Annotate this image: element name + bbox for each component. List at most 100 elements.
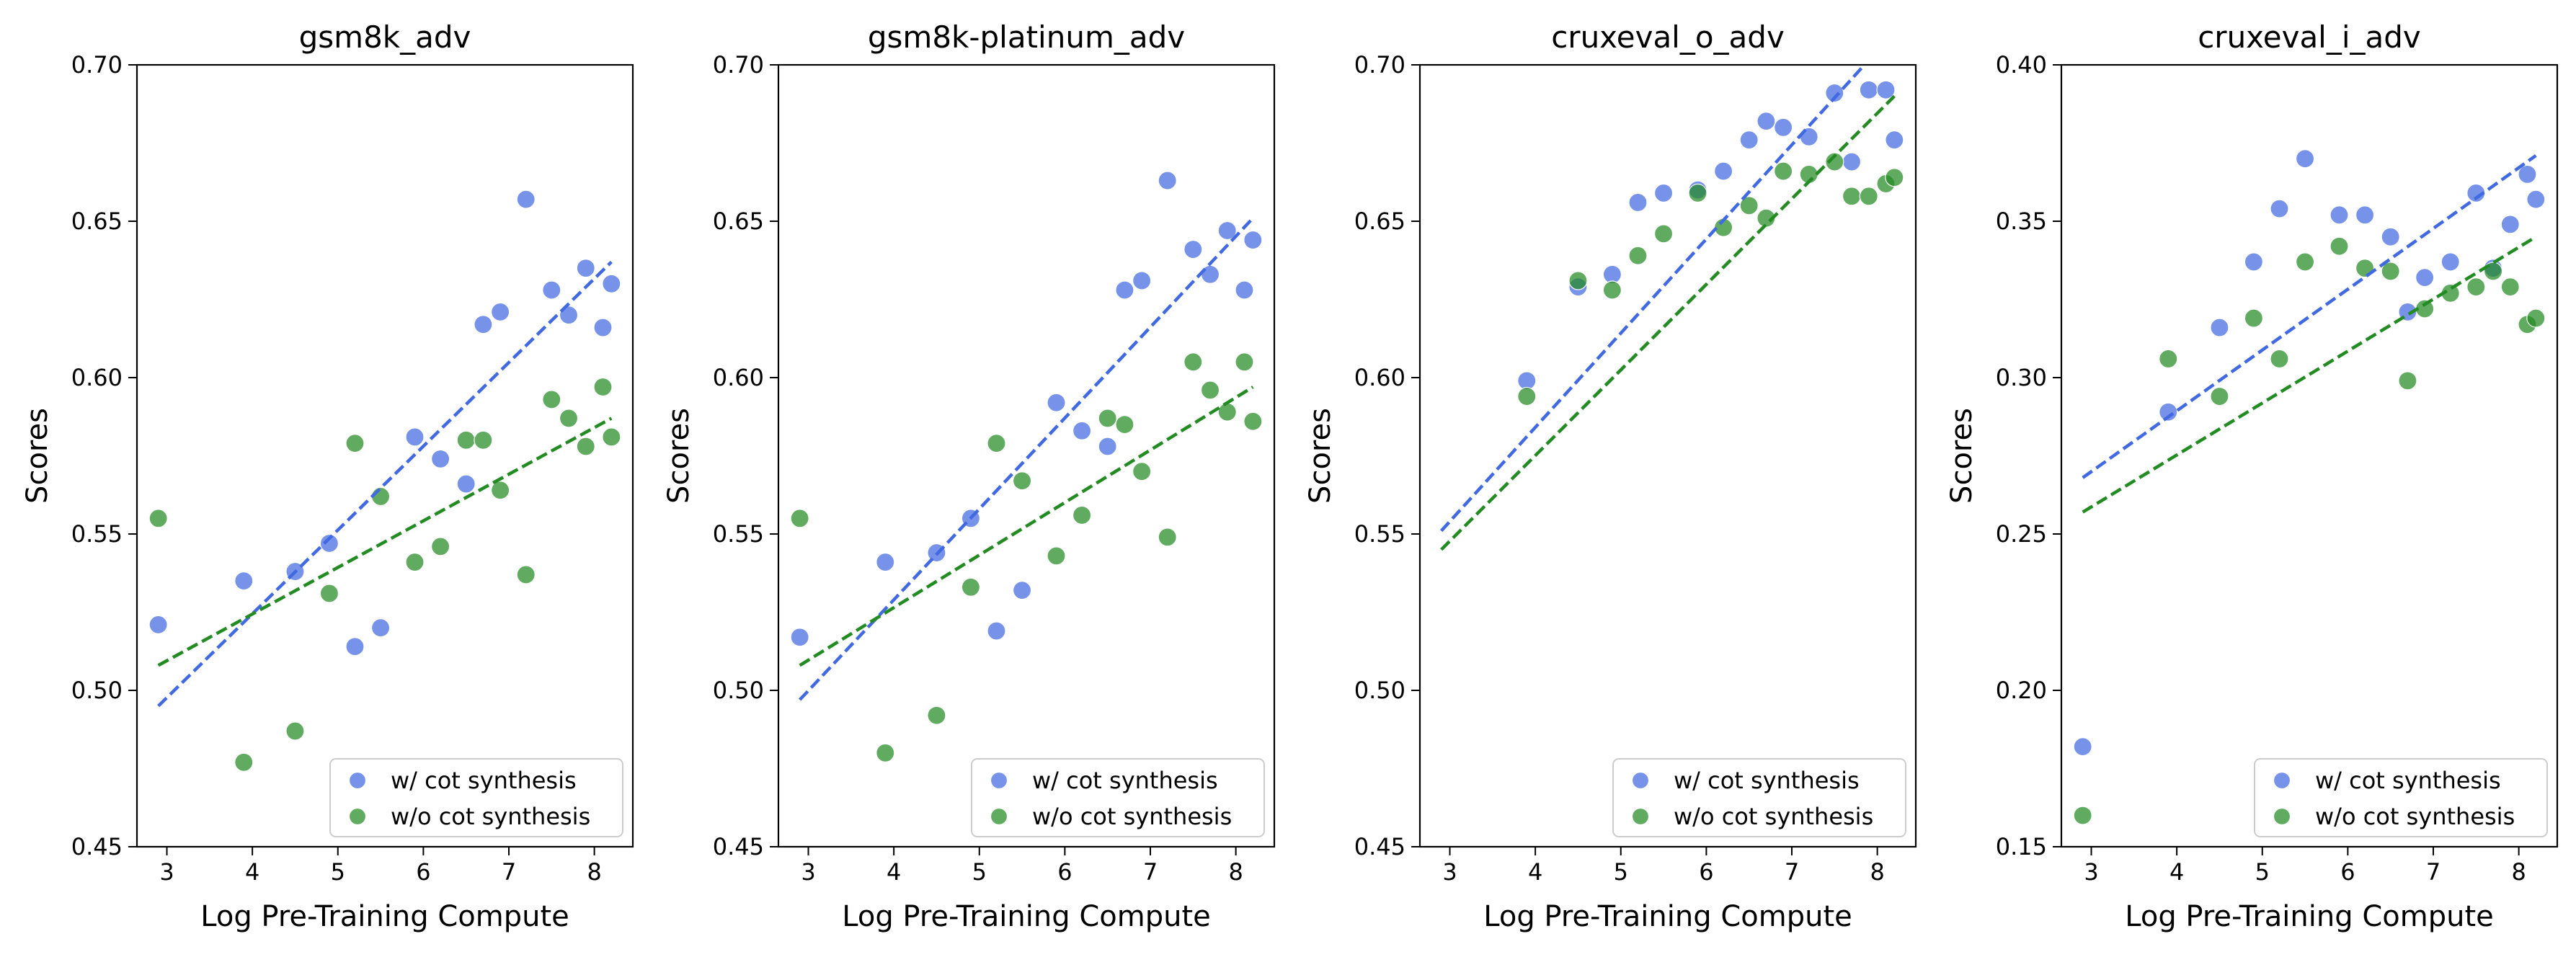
x-tick-label: 4 bbox=[2169, 858, 2184, 886]
scatter-point bbox=[1047, 393, 1066, 412]
legend-marker bbox=[1631, 771, 1650, 790]
scatter-point bbox=[2295, 252, 2315, 272]
chart-panel-2: gsm8k-platinum_adv 3 4 5 6 7 8 0.45 0.50 0.55 0.60… bbox=[662, 19, 1276, 933]
y-tick-label: 0.45 bbox=[713, 833, 764, 860]
scatter-point bbox=[602, 274, 621, 293]
scatter-point bbox=[1047, 546, 1066, 566]
scatter-point bbox=[319, 533, 339, 553]
scatter-point bbox=[474, 430, 493, 450]
trend-line bbox=[157, 260, 613, 708]
trend-line bbox=[2082, 154, 2537, 479]
x-axis-label: Log Pre-Training Compute bbox=[2125, 900, 2493, 933]
scatter-point bbox=[405, 552, 425, 572]
x-tick-label: 5 bbox=[972, 858, 987, 886]
scatter-point bbox=[405, 427, 425, 447]
scatter-point bbox=[1072, 505, 1092, 525]
scatter-point bbox=[602, 427, 621, 447]
y-tick-label: 0.70 bbox=[1354, 51, 1405, 79]
scatter-point bbox=[1012, 581, 1032, 600]
scatter-point bbox=[927, 705, 946, 725]
scatter-point bbox=[1602, 280, 1622, 300]
scatter-point bbox=[2518, 164, 2537, 184]
scatter-point bbox=[234, 571, 254, 591]
plot-area bbox=[1439, 65, 1904, 551]
scatter-point bbox=[1235, 352, 1254, 372]
legend-marker bbox=[348, 807, 367, 826]
y-tick-label: 0.65 bbox=[71, 208, 123, 235]
y-tick-label: 0.30 bbox=[1996, 364, 2047, 391]
scatter-point bbox=[1756, 112, 1776, 131]
scatter-point bbox=[148, 509, 168, 528]
legend-box bbox=[2254, 758, 2548, 837]
legend-marker bbox=[348, 771, 367, 790]
scatter-point bbox=[1859, 80, 1878, 99]
scatter-point bbox=[1876, 80, 1896, 99]
y-axis-label: Scores bbox=[662, 408, 696, 504]
scatter-point bbox=[576, 259, 595, 278]
legend-label: w/ cot synthesis bbox=[391, 767, 577, 794]
y-tick-label: 0.15 bbox=[1996, 833, 2047, 860]
scatter-point bbox=[1243, 411, 1263, 431]
y-tick-label: 0.65 bbox=[1354, 208, 1405, 235]
x-tick-label: 4 bbox=[245, 858, 259, 886]
scatter-point bbox=[2270, 199, 2289, 218]
scatter-point bbox=[1235, 280, 1254, 300]
x-tick-label: 7 bbox=[502, 858, 516, 886]
scatter-point bbox=[2466, 277, 2486, 297]
scatter-point bbox=[491, 302, 510, 321]
legend-label: w/ cot synthesis bbox=[1674, 767, 1860, 794]
scatter-point bbox=[1714, 161, 1733, 181]
scatter-point bbox=[491, 481, 510, 500]
scatter-point bbox=[2210, 318, 2229, 337]
x-axis-label: Log Pre-Training Compute bbox=[200, 900, 569, 933]
scatter-point bbox=[2415, 268, 2435, 288]
y-tick-label: 0.25 bbox=[1996, 520, 2047, 548]
scatter-point bbox=[1568, 271, 1588, 290]
y-tick-label: 0.60 bbox=[1354, 364, 1405, 391]
scatter-point bbox=[790, 509, 809, 528]
trend-line bbox=[1439, 65, 1866, 533]
legend-label: w/o cot synthesis bbox=[391, 803, 590, 830]
scatter-point bbox=[1653, 183, 1674, 203]
x-tick-label: 5 bbox=[331, 858, 345, 886]
x-tick-label: 8 bbox=[2511, 858, 2526, 886]
scatter-point bbox=[2244, 308, 2263, 328]
scatter-point bbox=[1799, 127, 1818, 146]
scatter-point bbox=[2159, 349, 2178, 369]
legend-marker bbox=[1631, 807, 1650, 826]
y-tick-label: 0.40 bbox=[1996, 51, 2047, 79]
scatter-point bbox=[345, 434, 365, 453]
chart-panel-4: cruxeval_i_adv 3 4 5 6 7 8 0.15 0.20 0.25 0.30 0.35… bbox=[1945, 19, 2559, 933]
scatter-point bbox=[474, 315, 493, 334]
scatter-point bbox=[1859, 187, 1878, 206]
legend-marker bbox=[2273, 807, 2291, 826]
scatter-point bbox=[1115, 414, 1134, 435]
legend: w/ cot synthesis w/o cot synthesis bbox=[2254, 758, 2548, 837]
scatter-point bbox=[2073, 737, 2092, 757]
scatter-point bbox=[1115, 280, 1134, 300]
x-tick-label: 8 bbox=[587, 858, 601, 886]
x-tick-label: 3 bbox=[2084, 858, 2098, 886]
y-tick-label: 0.45 bbox=[1354, 833, 1405, 860]
panel-title: gsm8k-platinum_adv bbox=[868, 19, 1185, 55]
scatter-point bbox=[1739, 196, 1759, 215]
chart-panel-1: gsm8k_adv 3 4 5 6 7 8 0.45 0.50 0.55 0.60 0.65 0.70 L… bbox=[21, 19, 634, 933]
scatter-point bbox=[790, 628, 809, 647]
x-tick-label: 6 bbox=[2340, 858, 2355, 886]
scatter-point bbox=[1628, 246, 1648, 265]
x-tick-label: 8 bbox=[1228, 858, 1243, 886]
scatter-point bbox=[1098, 409, 1117, 428]
scatter-point bbox=[1653, 224, 1674, 244]
x-tick-label: 7 bbox=[1143, 858, 1158, 886]
axes-frame bbox=[136, 63, 634, 848]
scatter-point bbox=[1012, 471, 1032, 491]
x-tick-label: 7 bbox=[1785, 858, 1799, 886]
scatter-point bbox=[2466, 183, 2486, 203]
scatter-point bbox=[1183, 352, 1203, 372]
scatter-point bbox=[1132, 462, 1152, 481]
legend-box bbox=[329, 758, 623, 837]
scatter-point bbox=[1183, 239, 1203, 259]
legend: w/ cot synthesis w/o cot synthesis bbox=[971, 758, 1265, 837]
legend-label: w/o cot synthesis bbox=[1032, 803, 1232, 830]
scatter-point bbox=[431, 449, 450, 468]
